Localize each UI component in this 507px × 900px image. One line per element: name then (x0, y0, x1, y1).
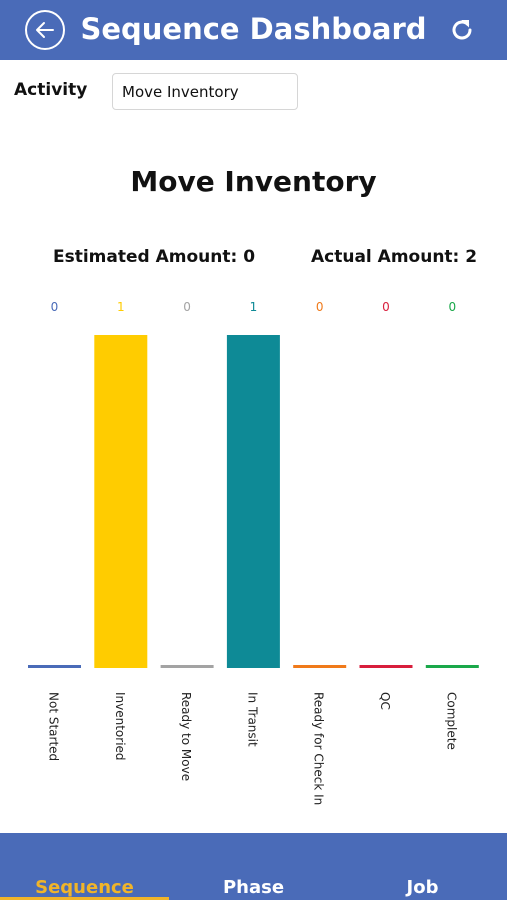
value-label-complete: 0 (448, 300, 456, 314)
tab-sequence[interactable]: Sequence (35, 877, 134, 898)
refresh-icon (452, 20, 472, 40)
back-button[interactable] (25, 10, 65, 50)
category-label-in-transit: In Transit (245, 692, 259, 747)
chart-title: Move Inventory (130, 165, 377, 198)
refresh-button[interactable] (446, 14, 478, 46)
category-label-not-started: Not Started (47, 692, 61, 761)
page-title: Sequence Dashboard (80, 12, 427, 46)
tab-job[interactable]: Job (406, 877, 439, 898)
value-label-not-started: 0 (51, 300, 59, 314)
category-label-ready-for-check-in: Ready for Check In (312, 692, 326, 805)
value-label-ready-for-check-in: 0 (316, 300, 324, 314)
active-tab-indicator (0, 897, 169, 900)
baseline-complete (425, 665, 479, 668)
category-label-complete: Complete (444, 692, 458, 750)
baseline-qc (359, 665, 413, 668)
bar-in-transit (226, 335, 280, 665)
actual-amount: Actual Amount: 2 (311, 247, 478, 267)
tab-phase[interactable]: Phase (222, 877, 285, 898)
baseline-ready-for-check-in (293, 665, 347, 668)
category-label-ready-to-move: Ready to Move (179, 692, 193, 781)
baseline-in-transit (226, 665, 280, 668)
baseline-inventoried (94, 665, 148, 668)
activity-input[interactable] (112, 73, 298, 110)
activity-label: Activity (14, 80, 88, 100)
tab-bar: Sequence Phase Job (0, 833, 507, 900)
status-bar-chart: 0 Not Started 1 Inventoried 0 Ready to Move 1 I… (28, 300, 479, 805)
estimated-amount: Estimated Amount: 0 (53, 247, 256, 267)
baseline-not-started (28, 665, 81, 668)
header-bar: Sequence Dashboard (0, 0, 507, 60)
bar-inventoried (94, 335, 148, 665)
value-label-in-transit: 1 (250, 300, 258, 314)
back-arrow-icon (36, 22, 54, 38)
value-label-qc: 0 (382, 300, 390, 314)
value-label-ready-to-move: 0 (183, 300, 191, 314)
value-label-inventoried: 1 (117, 300, 125, 314)
category-label-inventoried: Inventoried (113, 692, 127, 761)
baseline-ready-to-move (160, 665, 214, 668)
category-label-qc: QC (378, 692, 392, 710)
